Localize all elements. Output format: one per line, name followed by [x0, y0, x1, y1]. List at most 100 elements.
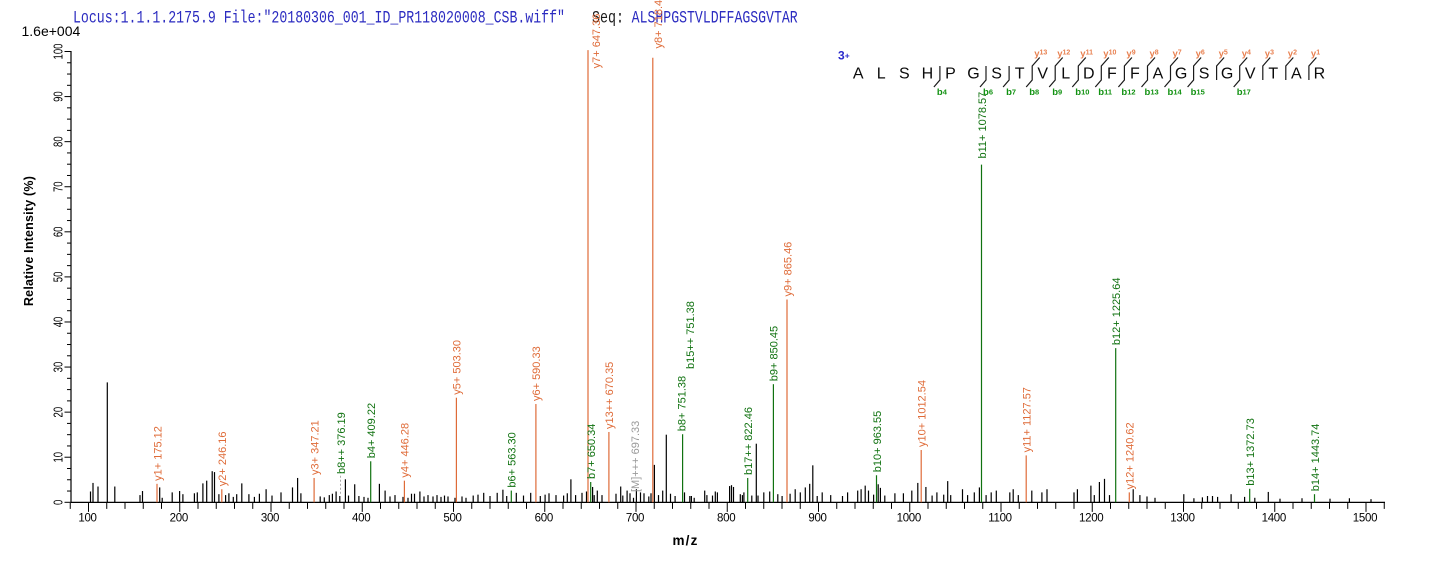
- svg-text:700: 700: [626, 513, 644, 525]
- svg-text:A: A: [1153, 66, 1164, 83]
- svg-text:G: G: [967, 66, 979, 83]
- svg-text:1300: 1300: [1170, 513, 1194, 525]
- svg-text:y1: y1: [1311, 49, 1320, 60]
- svg-text:1400: 1400: [1262, 513, 1286, 525]
- svg-text:b14: b14: [1168, 87, 1183, 98]
- svg-text:y6: y6: [1196, 49, 1205, 60]
- svg-text:Relative Intensity (%): Relative Intensity (%): [22, 176, 36, 306]
- svg-text:300: 300: [261, 513, 279, 525]
- svg-text:b10+ 963.55: b10+ 963.55: [872, 411, 884, 472]
- svg-text:1000: 1000: [897, 513, 921, 525]
- svg-text:1.6e+004: 1.6e+004: [22, 23, 81, 39]
- svg-text:y7+ 647.36: y7+ 647.36: [591, 14, 603, 69]
- svg-text:1100: 1100: [988, 513, 1012, 525]
- svg-text:600: 600: [535, 513, 553, 525]
- svg-text:L: L: [877, 66, 886, 83]
- svg-text:y2+ 246.16: y2+ 246.16: [217, 431, 229, 486]
- svg-text:y11+ 1127.57: y11+ 1127.57: [1022, 387, 1034, 452]
- svg-text:b14+ 1443.74: b14+ 1443.74: [1310, 424, 1322, 492]
- svg-text:0: 0: [51, 500, 66, 505]
- svg-text:y12: y12: [1057, 49, 1070, 60]
- svg-text:ALSHPGSTVLDFFAGSGVTAR: ALSHPGSTVLDFFAGSGVTAR: [632, 8, 798, 28]
- svg-text:b15++ 751.38: b15++ 751.38: [685, 301, 697, 369]
- svg-text:V: V: [1245, 66, 1256, 83]
- svg-text:b9: b9: [1052, 87, 1062, 98]
- svg-text:b17++ 822.46: b17++ 822.46: [743, 407, 755, 475]
- svg-text:b7+ 650.34: b7+ 650.34: [586, 424, 598, 479]
- svg-text:H: H: [922, 66, 934, 83]
- svg-text:60: 60: [51, 227, 66, 238]
- svg-text:T: T: [1015, 66, 1025, 83]
- svg-text:200: 200: [170, 513, 188, 525]
- svg-text:500: 500: [443, 513, 461, 525]
- svg-text:800: 800: [717, 513, 735, 525]
- svg-text:y5+ 503.30: y5+ 503.30: [452, 340, 464, 395]
- svg-text:y7: y7: [1173, 49, 1182, 60]
- svg-text:S: S: [991, 66, 1002, 83]
- svg-text:G: G: [1175, 66, 1187, 83]
- svg-text:A: A: [853, 66, 864, 83]
- svg-text:90: 90: [51, 91, 66, 102]
- svg-text:y9+ 865.46: y9+ 865.46: [782, 242, 794, 297]
- svg-text:y6+ 590.33: y6+ 590.33: [531, 346, 543, 401]
- svg-text:y11: y11: [1080, 49, 1093, 60]
- svg-text:P: P: [945, 66, 956, 83]
- svg-text:y4: y4: [1242, 49, 1251, 60]
- svg-text:b6+ 563.30: b6+ 563.30: [507, 432, 519, 487]
- svg-text:400: 400: [352, 513, 370, 525]
- svg-text:70: 70: [51, 181, 66, 192]
- svg-text:b10: b10: [1075, 87, 1089, 98]
- svg-text:b12+ 1225.64: b12+ 1225.64: [1111, 278, 1123, 346]
- svg-text:100: 100: [78, 513, 96, 525]
- svg-text:b8++ 376.19: b8++ 376.19: [336, 412, 348, 474]
- svg-text:Seq:: Seq:: [592, 8, 624, 28]
- svg-text:50: 50: [51, 272, 66, 283]
- svg-text:y10+ 1012.54: y10+ 1012.54: [917, 380, 929, 447]
- svg-text:b8: b8: [1029, 87, 1039, 98]
- svg-text:b9+ 850.45: b9+ 850.45: [769, 326, 781, 381]
- svg-text:R: R: [1314, 66, 1326, 83]
- svg-text:L: L: [1061, 66, 1070, 83]
- svg-text:b17: b17: [1237, 87, 1251, 98]
- svg-text:V: V: [1037, 66, 1048, 83]
- svg-text:A: A: [1291, 66, 1302, 83]
- svg-text:y8: y8: [1150, 49, 1159, 60]
- svg-text:1200: 1200: [1079, 513, 1103, 525]
- svg-text:[M]+++ 697.33: [M]+++ 697.33: [630, 421, 642, 492]
- svg-text:b4+ 409.22: b4+ 409.22: [366, 403, 378, 458]
- svg-text:b13+ 1372.73: b13+ 1372.73: [1245, 418, 1257, 486]
- svg-text:100: 100: [51, 44, 66, 60]
- svg-text:y1+ 175.12: y1+ 175.12: [152, 426, 164, 481]
- svg-text:30: 30: [51, 362, 66, 373]
- svg-text:F: F: [1107, 66, 1117, 83]
- svg-text:G: G: [1221, 66, 1233, 83]
- svg-text:y8+ 718.41: y8+ 718.41: [653, 0, 665, 49]
- svg-text:y13: y13: [1034, 49, 1047, 60]
- svg-text:y2: y2: [1288, 49, 1297, 60]
- svg-text:b8+ 751.38: b8+ 751.38: [677, 376, 689, 431]
- svg-text:m/z: m/z: [672, 533, 698, 548]
- svg-text:y13++ 670.35: y13++ 670.35: [604, 362, 616, 429]
- svg-text:y3: y3: [1265, 49, 1274, 60]
- svg-text:b12: b12: [1121, 87, 1135, 98]
- svg-text:80: 80: [51, 136, 66, 147]
- svg-text:b11+ 1078.57: b11+ 1078.57: [977, 92, 989, 159]
- svg-text:y3+ 347.21: y3+ 347.21: [309, 420, 321, 475]
- svg-text:b6: b6: [983, 87, 993, 98]
- svg-text:b11: b11: [1098, 87, 1112, 98]
- svg-text:b15: b15: [1191, 87, 1205, 98]
- svg-text:b7: b7: [1006, 87, 1016, 98]
- svg-text:y10: y10: [1103, 49, 1116, 60]
- svg-text:y4+ 446.28: y4+ 446.28: [400, 423, 412, 478]
- svg-text:T: T: [1268, 66, 1278, 83]
- svg-text:b13: b13: [1145, 87, 1159, 98]
- svg-text:S: S: [1199, 66, 1210, 83]
- svg-text:900: 900: [808, 513, 826, 525]
- svg-text:D: D: [1083, 66, 1095, 83]
- svg-text:40: 40: [51, 317, 66, 328]
- svg-text:y12+ 1240.62: y12+ 1240.62: [1125, 422, 1137, 489]
- svg-text:b4: b4: [937, 87, 948, 98]
- svg-text:10: 10: [51, 452, 66, 463]
- svg-text:S: S: [899, 66, 910, 83]
- svg-text:1500: 1500: [1353, 513, 1377, 525]
